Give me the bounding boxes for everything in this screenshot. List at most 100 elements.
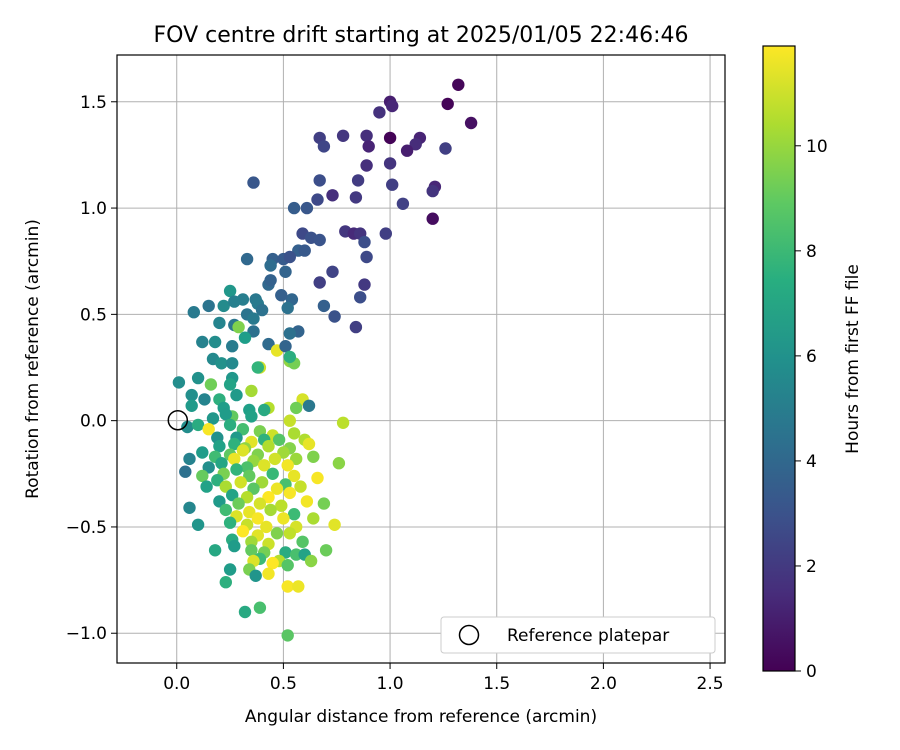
data-point: [279, 340, 292, 353]
data-point: [172, 376, 186, 389]
data-point: [279, 265, 292, 278]
data-point: [249, 569, 262, 582]
data-point: [439, 142, 452, 155]
data-point: [264, 503, 277, 517]
data-point: [281, 629, 294, 642]
data-point: [351, 174, 365, 187]
data-point: [181, 420, 194, 434]
data-point: [247, 176, 260, 189]
data-point: [196, 469, 209, 483]
colorbar-ticks: 0 2 4 6 8 10: [795, 137, 828, 682]
data-point: [290, 548, 303, 561]
data-point: [287, 469, 301, 483]
x-tick-label: 2.0: [590, 674, 617, 694]
data-point: [277, 446, 290, 459]
data-point: [228, 539, 241, 553]
data-point: [258, 459, 271, 472]
data-point: [245, 535, 258, 548]
x-axis-ticks: 0.0 0.5 1.0 1.5 2.0 2.5: [163, 663, 724, 694]
x-tick-label: 1.0: [377, 674, 404, 694]
data-point: [215, 457, 228, 470]
legend-box: [440, 616, 716, 654]
data-point: [270, 482, 284, 495]
data-point: [326, 189, 339, 202]
data-point: [238, 605, 252, 619]
data-point: [200, 480, 213, 493]
y-tick-label: 0.0: [80, 412, 107, 432]
data-point: [208, 544, 222, 557]
data-point: [311, 193, 324, 206]
data-point: [202, 423, 215, 436]
data-point: [292, 580, 305, 593]
data-point: [215, 357, 228, 370]
data-point: [300, 201, 314, 215]
data-point: [349, 191, 363, 204]
data-point: [426, 184, 439, 198]
data-point: [360, 250, 373, 264]
data-point: [383, 157, 397, 170]
data-point: [281, 580, 294, 593]
data-point: [240, 252, 254, 266]
data-point: [247, 312, 260, 325]
data-point: [185, 388, 198, 402]
x-tick-label: 0.0: [163, 674, 190, 694]
data-point: [307, 450, 320, 463]
y-tick-label: 1.0: [80, 199, 107, 219]
data-point: [255, 476, 269, 489]
data-point: [228, 437, 241, 451]
data-point: [213, 440, 226, 453]
data-point: [219, 503, 232, 517]
y-tick-label: −1.0: [66, 624, 107, 644]
data-point: [283, 486, 296, 500]
data-point: [260, 520, 273, 534]
data-point: [183, 501, 196, 514]
data-point: [202, 461, 215, 474]
data-point: [228, 295, 241, 308]
data-point: [266, 556, 279, 570]
data-point: [236, 525, 250, 538]
data-point: [275, 499, 288, 512]
data-point: [383, 131, 397, 145]
data-point: [266, 467, 279, 480]
chart-title: FOV centre drift starting at 2025/01/05 …: [154, 23, 689, 48]
data-point: [313, 233, 326, 247]
data-point: [358, 278, 371, 291]
data-point: [313, 276, 326, 289]
data-point: [452, 78, 465, 92]
data-point: [234, 476, 247, 489]
colorbar-tick-label: 10: [806, 137, 828, 157]
data-point: [245, 384, 258, 398]
data-point: [336, 129, 350, 142]
data-point: [198, 393, 211, 406]
data-point: [270, 527, 284, 540]
data-point: [264, 274, 277, 287]
data-points: [172, 78, 478, 642]
data-point: [386, 178, 399, 191]
x-tick-label: 0.5: [270, 674, 297, 694]
colorbar-tick-label: 0: [806, 662, 817, 682]
data-point: [211, 474, 224, 487]
data-point: [426, 212, 439, 225]
data-point: [317, 497, 331, 510]
y-tick-label: −0.5: [66, 518, 107, 538]
data-point: [283, 414, 296, 427]
legend-reference-marker: [458, 624, 480, 646]
data-point: [319, 544, 333, 557]
data-point: [232, 497, 245, 510]
data-point: [354, 291, 367, 304]
data-point: [236, 444, 250, 457]
data-point: [281, 459, 294, 472]
data-point: [255, 303, 269, 317]
data-point: [441, 97, 454, 111]
data-point: [307, 512, 320, 525]
data-point: [240, 491, 254, 504]
data-point: [226, 488, 239, 502]
data-point: [245, 410, 258, 423]
data-point: [228, 452, 241, 466]
data-point: [464, 116, 478, 130]
colorbar-tick-label: 4: [806, 452, 817, 472]
data-point: [196, 446, 209, 459]
data-point: [379, 227, 392, 240]
data-point: [179, 465, 192, 478]
data-point: [317, 140, 331, 153]
